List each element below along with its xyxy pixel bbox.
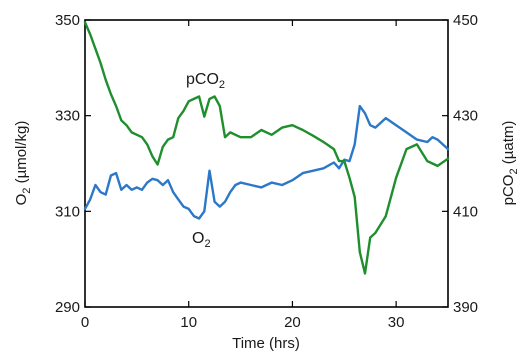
left-y-axis-title: O2 (µmol/kg) [13,121,33,206]
left-y-tick-label: 310 [55,203,80,220]
tick-labels: 0 10 20 30 290 310 330 350 390 410 430 450 [55,12,478,331]
x-axis-title: Time (hrs) [232,335,300,352]
left-y-tick-label: 290 [55,299,80,316]
x-tick-label: 20 [284,314,301,331]
right-y-tick-label: 390 [453,299,478,316]
right-y-tick-label: 430 [453,108,478,125]
x-tick-label: 0 [81,314,89,331]
left-y-tick-label: 350 [55,12,80,29]
right-y-axis-title: pCO2 (µatm) [500,121,520,206]
o2-series-line [83,104,450,220]
x-tick-label: 30 [388,314,405,331]
x-tick-label: 10 [180,314,197,331]
axis-ticks [84,19,448,308]
pco2-series-line [83,21,450,275]
pco2-series-label: pCO2 [186,71,225,91]
plot-frame [84,19,449,308]
right-y-tick-label: 450 [453,12,478,29]
left-y-tick-label: 330 [55,108,80,125]
o2-series-label: O2 [192,230,211,250]
series-lines [83,21,450,275]
right-y-tick-label: 410 [453,203,478,220]
